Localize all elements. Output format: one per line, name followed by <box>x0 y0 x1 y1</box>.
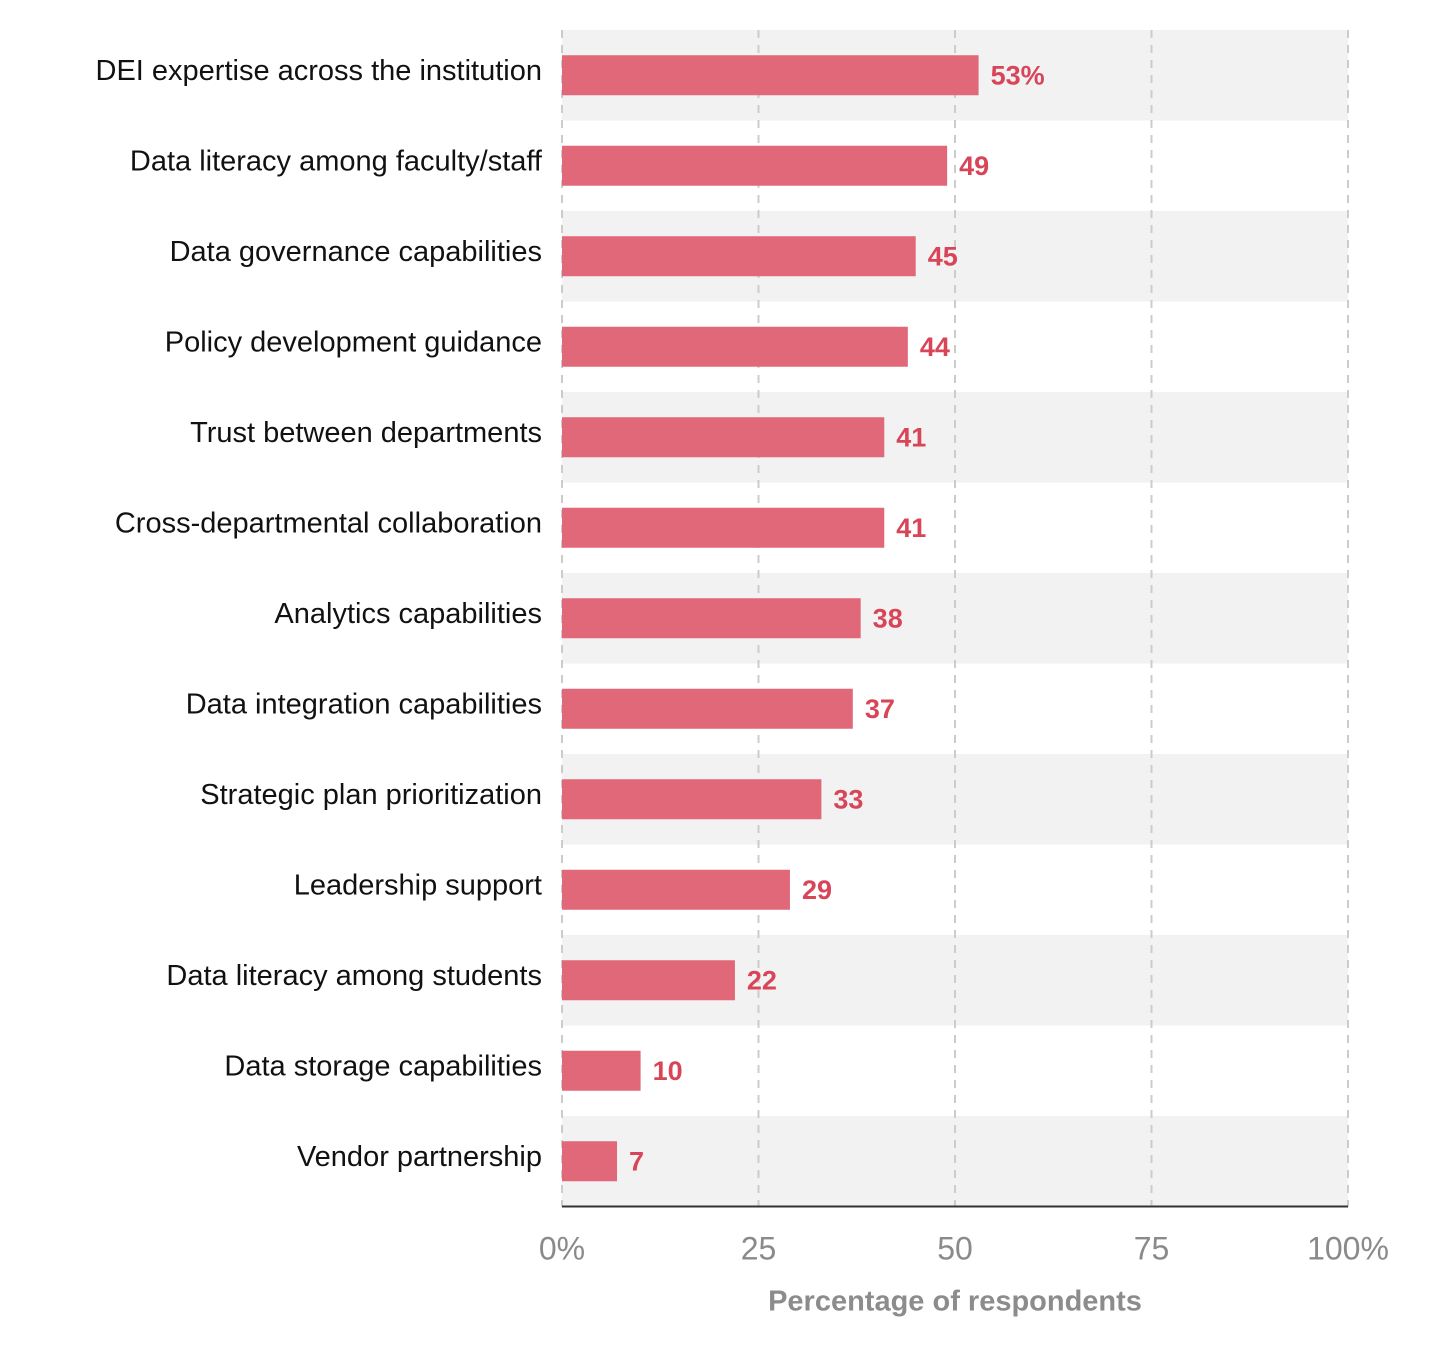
value-label: 7 <box>629 1146 644 1176</box>
value-label: 29 <box>802 875 832 905</box>
bar <box>562 869 790 910</box>
value-label: 41 <box>896 513 926 543</box>
value-label: 33 <box>833 784 863 814</box>
x-tick-label: 25 <box>741 1231 777 1267</box>
category-label: Data integration capabilities <box>186 688 542 720</box>
x-tick-label: 50 <box>937 1231 973 1267</box>
x-axis-title: Percentage of respondents <box>768 1286 1142 1318</box>
x-tick-label: 75 <box>1134 1231 1170 1267</box>
bar <box>562 1141 618 1182</box>
category-label: Cross-departmental collaboration <box>115 507 542 539</box>
bars <box>562 55 979 1182</box>
value-label: 38 <box>873 603 903 633</box>
value-label: 45 <box>928 241 958 271</box>
value-label: 53% <box>991 60 1045 90</box>
bar <box>562 326 908 367</box>
value-label: 41 <box>896 422 926 452</box>
x-tick-label: 0% <box>539 1231 585 1267</box>
bar <box>562 688 853 729</box>
x-tick-label: 100% <box>1307 1231 1389 1267</box>
category-label: Strategic plan prioritization <box>200 779 542 811</box>
category-label: Leadership support <box>294 869 542 901</box>
bar <box>562 1050 641 1091</box>
category-label: DEI expertise across the institution <box>96 55 542 87</box>
bar <box>562 598 861 639</box>
value-label: 10 <box>653 1056 683 1086</box>
bar <box>562 960 735 1001</box>
category-label: Data literacy among students <box>166 960 542 992</box>
category-label: Vendor partnership <box>297 1141 542 1173</box>
category-label: Policy development guidance <box>165 326 542 358</box>
category-label: Data storage capabilities <box>224 1050 542 1082</box>
bar <box>562 145 948 186</box>
bar <box>562 507 885 548</box>
value-label: 44 <box>920 332 950 362</box>
category-labels: DEI expertise across the institution Data… <box>96 55 543 1173</box>
value-label: 37 <box>865 694 895 724</box>
bar <box>562 55 979 96</box>
category-label: Data literacy among faculty/staff <box>130 145 543 177</box>
category-label: Analytics capabilities <box>274 598 542 630</box>
value-label: 49 <box>959 151 989 181</box>
bar <box>562 417 885 458</box>
value-label: 22 <box>747 965 777 995</box>
bar <box>562 236 916 277</box>
category-label: Data governance capabilities <box>170 236 542 268</box>
category-label: Trust between departments <box>190 417 542 449</box>
x-tick-labels: 0% 25 50 75 100% <box>539 1231 1389 1267</box>
value-labels: 53% 49 45 44 41 41 38 37 33 29 22 10 7 <box>629 60 1045 1176</box>
bar <box>562 779 822 820</box>
